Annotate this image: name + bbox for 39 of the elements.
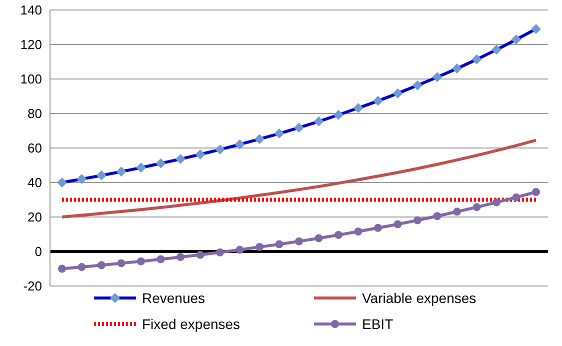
point: [414, 216, 422, 224]
y-tick-label: 60: [28, 140, 42, 156]
point: [58, 264, 66, 273]
y-tick-label: 20: [28, 210, 42, 225]
point: [78, 263, 86, 272]
point: [492, 198, 500, 206]
point: [314, 234, 323, 242]
point: [334, 230, 342, 239]
legend-label: Fixed expenses: [142, 316, 240, 332]
point: [216, 248, 224, 256]
point: [196, 250, 204, 259]
point: [98, 261, 106, 270]
point: [117, 259, 126, 268]
y-tick-label: 140: [20, 2, 42, 18]
point: [137, 257, 145, 266]
point: [354, 227, 362, 236]
y-tick-label: 0: [34, 244, 42, 260]
point: [176, 253, 184, 262]
point: [275, 240, 284, 248]
point: [532, 188, 540, 196]
point: [453, 208, 461, 216]
y-tick-label: 80: [28, 106, 42, 122]
y-tick-label: -20: [23, 278, 42, 294]
y-tick-label: 40: [28, 175, 42, 190]
y-tick-label: 100: [20, 72, 42, 87]
y-tick-label: 120: [20, 37, 42, 52]
legend-label: Variable expenses: [362, 290, 476, 306]
point: [433, 212, 442, 220]
point: [472, 203, 481, 212]
point: [295, 237, 303, 246]
point: [374, 224, 382, 232]
point: [512, 193, 520, 202]
point: [236, 246, 244, 254]
legend-label: EBIT: [362, 316, 394, 332]
line-series: [60, 138, 538, 218]
point: [256, 243, 264, 252]
legend-label: Revenues: [142, 290, 206, 306]
point: [394, 220, 402, 228]
point: [156, 255, 165, 264]
